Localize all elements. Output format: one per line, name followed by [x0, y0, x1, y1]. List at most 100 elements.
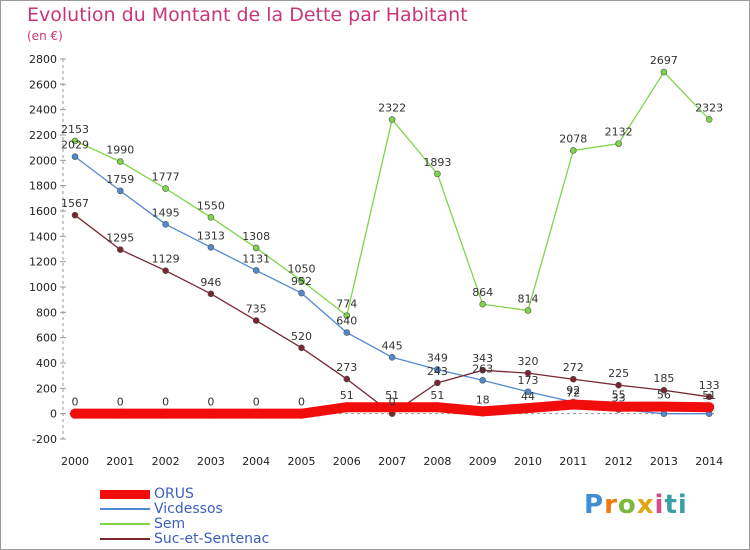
data-point-orus: [160, 408, 171, 419]
x-tick-label: 2003: [197, 455, 225, 468]
y-tick-label: 2800: [29, 53, 57, 66]
data-point-vicdessos: [71, 153, 79, 160]
data-label-suc-et-sentenac: 243: [427, 365, 448, 378]
data-label-suc-et-sentenac: 735: [246, 303, 267, 316]
x-tick-label: 2008: [423, 455, 451, 468]
data-point-orus: [70, 408, 80, 419]
data-point-orus: [251, 408, 262, 419]
data-point-sem: [434, 170, 441, 178]
data-point-suc-et-sentenac: [343, 375, 351, 383]
data-point-vicdessos: [343, 329, 351, 336]
data-label-orus: 0: [72, 396, 79, 409]
data-label-sem: 1777: [152, 171, 180, 184]
data-label-suc-et-sentenac: 1567: [61, 197, 89, 210]
data-point-orus: [658, 401, 669, 412]
data-label-orus: 51: [340, 389, 354, 402]
data-point-sem: [569, 147, 577, 154]
data-label-suc-et-sentenac: 133: [699, 379, 720, 392]
data-point-suc-et-sentenac: [479, 366, 487, 374]
y-tick-label: 1000: [29, 281, 57, 294]
data-point-suc-et-sentenac: [660, 386, 668, 394]
data-label-vicdessos: 349: [427, 351, 448, 364]
data-point-vicdessos: [298, 289, 305, 297]
data-label-sem: 774: [336, 298, 357, 311]
data-label-vicdessos: 1313: [197, 229, 225, 242]
y-tick-label: 400: [36, 357, 57, 370]
y-tick-label: 1800: [29, 180, 57, 193]
data-point-orus: [704, 402, 715, 413]
data-point-suc-et-sentenac: [162, 267, 169, 274]
data-label-vicdessos: 173: [518, 374, 539, 387]
data-point-sem: [660, 68, 668, 76]
data-label-vicdessos: 263: [472, 362, 493, 375]
data-label-sem: 2078: [559, 132, 587, 145]
data-label-orus: 0: [162, 396, 169, 409]
data-label-suc-et-sentenac: 946: [200, 276, 221, 289]
data-label-sem: 1550: [197, 199, 225, 212]
y-tick-label: 1200: [29, 256, 57, 269]
y-tick-label: 2200: [29, 129, 57, 142]
data-label-vicdessos: 952: [291, 275, 312, 288]
data-point-suc-et-sentenac: [705, 393, 713, 401]
data-label-suc-et-sentenac: 272: [563, 361, 584, 374]
data-label-orus: 51: [430, 389, 444, 402]
data-point-suc-et-sentenac: [434, 379, 441, 387]
legend-swatch-sem: [100, 523, 150, 525]
y-tick-label: 1400: [29, 230, 57, 243]
x-tick-label: 2004: [242, 455, 270, 468]
data-point-vicdessos: [388, 353, 396, 361]
x-tick-label: 2013: [650, 455, 678, 468]
data-label-suc-et-sentenac: 0: [389, 396, 396, 409]
y-tick-label: 2600: [29, 78, 57, 91]
legend-swatch-orus: [100, 489, 150, 499]
data-label-suc-et-sentenac: 520: [291, 330, 312, 343]
x-tick-label: 2014: [695, 455, 723, 468]
series-line-suc-et-sentenac: [74, 214, 710, 415]
legend-label-vicdessos: Vicdessos: [154, 501, 223, 517]
data-point-orus: [568, 399, 579, 410]
data-point-vicdessos: [479, 377, 487, 384]
data-point-sem: [615, 140, 622, 147]
data-label-orus: 51: [385, 389, 399, 402]
legend-label-sem: Sem: [154, 516, 186, 532]
data-label-orus: 51: [702, 389, 716, 402]
data-point-orus: [341, 402, 352, 413]
data-point-suc-et-sentenac: [298, 344, 305, 352]
data-label-vicdessos: 1495: [152, 206, 180, 219]
data-point-orus: [205, 408, 216, 419]
data-point-orus: [387, 402, 398, 413]
data-label-sem: 2322: [378, 102, 406, 115]
data-point-sem: [207, 214, 215, 221]
data-label-sem: 2153: [61, 123, 89, 136]
data-point-suc-et-sentenac: [71, 211, 79, 219]
legend-label-suc-et-sentenac: Suc-et-Sentenac: [154, 531, 270, 547]
data-point-sem: [479, 300, 487, 308]
x-tick-label: 2002: [152, 455, 180, 468]
data-point-suc-et-sentenac: [252, 317, 260, 324]
x-tick-label: 2005: [288, 455, 316, 468]
data-point-sem: [388, 116, 396, 123]
data-point-suc-et-sentenac: [117, 246, 124, 253]
data-point-orus: [115, 408, 126, 419]
data-point-suc-et-sentenac: [524, 369, 532, 377]
data-label-vicdessos: 33: [612, 391, 626, 404]
data-label-vicdessos: 1131: [242, 252, 270, 265]
y-tick-label: 800: [36, 306, 57, 319]
legend-swatch-vicdessos: [100, 508, 150, 510]
data-label-orus: 44: [521, 390, 535, 403]
data-point-vicdessos: [524, 388, 532, 396]
data-point-suc-et-sentenac: [615, 381, 622, 389]
data-label-orus: 56: [657, 389, 671, 402]
legend-label-orus: ORUS: [154, 486, 194, 502]
data-point-suc-et-sentenac: [569, 375, 577, 383]
legend-swatch-suc-et-sentenac: [100, 538, 150, 540]
data-label-orus: 0: [253, 396, 260, 409]
legend-item-orus: ORUS: [100, 486, 194, 502]
y-tick-label: -200: [32, 433, 57, 446]
data-point-sem: [705, 116, 713, 123]
y-tick-label: 0: [50, 408, 57, 421]
chart-unit: (en €): [27, 29, 63, 43]
x-tick-label: 2012: [605, 455, 633, 468]
data-label-orus: 0: [298, 396, 305, 409]
